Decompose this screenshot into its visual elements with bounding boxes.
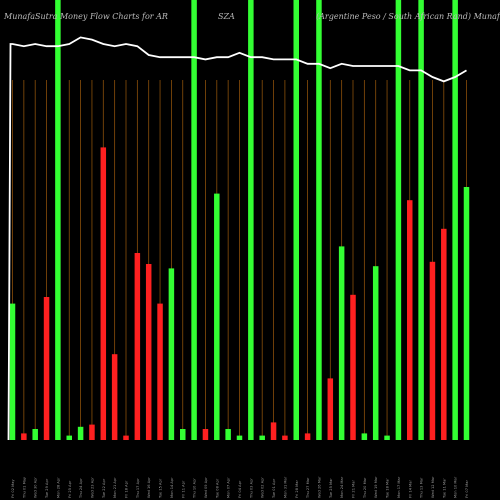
bar-17	[191, 0, 197, 440]
x-tick-label: Fri 21 Mar	[352, 480, 356, 498]
bar-3	[32, 429, 38, 440]
bar-13	[145, 264, 152, 440]
bar-26	[293, 0, 299, 440]
bar-19	[214, 193, 220, 440]
x-tick-label: Fri 02 May	[11, 479, 15, 498]
x-tick-label: Mon 31 Mar	[283, 476, 287, 498]
bar-6	[66, 435, 72, 440]
bar-28	[316, 0, 322, 440]
bar-33	[372, 266, 379, 440]
x-tick-label: Tue 01 Apr	[272, 478, 276, 499]
bar-12	[134, 253, 141, 440]
x-tick-label: Mon 24 Mar	[340, 476, 344, 498]
bar-27	[304, 433, 311, 440]
x-tick-label: Tue 08 Apr	[215, 478, 219, 499]
bar-36	[407, 200, 413, 440]
x-tick-label: Wed 23 Apr	[90, 477, 94, 498]
x-tick-label: Wed 30 Apr	[34, 477, 38, 498]
bar-35	[395, 0, 402, 440]
bar-30	[338, 246, 345, 440]
x-tick-label: Thu 24 Apr	[79, 478, 83, 499]
x-tick-label: Mon 14 Apr	[170, 477, 174, 498]
chart-title-mid: SZA	[218, 12, 235, 21]
x-tick-label: Thu 17 Apr	[136, 478, 140, 499]
x-tick-label: Tue 15 Apr	[159, 478, 163, 499]
bar-39	[441, 228, 447, 440]
chart-title-right: (Argentine Peso / South African Rand) Mu…	[316, 12, 500, 21]
chart-title-left: MunafaSutra Money Flow Charts for AR	[3, 12, 168, 21]
x-tick-label: Fri 04 Apr	[238, 480, 242, 498]
x-tick-label: Fri 18 Apr	[125, 480, 129, 498]
bar-5	[55, 0, 61, 440]
x-tick-label: Tue 22 Apr	[102, 478, 106, 499]
bar-37	[418, 0, 424, 440]
bar-41	[463, 187, 470, 440]
bar-11	[123, 435, 129, 440]
bar-15	[168, 268, 175, 440]
bar-38	[429, 261, 436, 440]
bar-34	[384, 435, 390, 440]
x-tick-label: Tue 25 Mar	[329, 478, 333, 499]
x-tick-label: Thu 03 Apr	[249, 478, 253, 499]
x-tick-label: Thu 01 May	[22, 476, 26, 499]
x-tick-label: Fri 28 Mar	[295, 480, 299, 498]
x-tick-label: Fri 14 Mar	[408, 480, 412, 498]
x-tick-label: Wed 12 Mar	[431, 476, 435, 498]
x-tick-label: Wed 09 Apr	[204, 477, 208, 498]
bar-20	[225, 429, 231, 440]
x-tick-label: Mon 28 Apr	[56, 477, 60, 498]
x-tick-label: Wed 26 Mar	[317, 476, 321, 498]
bar-25	[282, 435, 288, 440]
money-flow-line	[7, 36, 467, 441]
bar-24	[270, 422, 277, 440]
bar-16	[180, 429, 186, 440]
bar-22	[248, 0, 254, 440]
x-tick-label: Mon 21 Apr	[113, 477, 117, 498]
bar-18	[202, 429, 209, 440]
x-tick-label: Thu 27 Mar	[306, 477, 310, 499]
x-tick-label: Wed 16 Apr	[147, 477, 151, 498]
x-tick-label: Mon 07 Apr	[227, 477, 231, 498]
bar-40	[452, 0, 458, 440]
x-tick-label: Mon 17 Mar	[397, 476, 401, 498]
bar-21	[236, 435, 243, 440]
bar-layer	[9, 0, 470, 440]
x-tick-label: Fri 07 Mar	[465, 480, 469, 498]
x-tick-label: Thu 10 Apr	[193, 478, 197, 499]
tick-layer: Fri 02 May Thu 01 May Wed 30 Apr Tue 29 Apr…	[11, 476, 469, 499]
bar-31	[350, 294, 356, 440]
bar-1	[9, 303, 16, 440]
bar-32	[361, 433, 368, 440]
x-tick-label: Tue 18 Mar	[386, 478, 390, 499]
bar-8	[89, 424, 95, 440]
bar-2	[21, 433, 27, 440]
x-tick-label: Thu 20 Mar	[363, 477, 367, 499]
bar-10	[111, 354, 118, 440]
x-tick-label: Fri 25 Apr	[68, 480, 72, 498]
x-tick-label: Wed 19 Mar	[374, 476, 378, 498]
x-tick-label: Thu 13 Mar	[420, 477, 424, 499]
bar-7	[77, 426, 84, 440]
x-tick-label: Fri 11 Apr	[181, 480, 185, 498]
x-tick-label: Tue 29 Apr	[45, 478, 49, 499]
bar-29	[327, 378, 334, 440]
bar-23	[259, 435, 265, 440]
x-tick-label: Tue 11 Mar	[442, 478, 446, 499]
bar-4	[43, 297, 50, 440]
bar-9	[100, 147, 107, 440]
bar-14	[157, 303, 163, 440]
x-tick-label: Mon 10 Mar	[454, 476, 458, 498]
x-tick-label: Wed 02 Apr	[261, 477, 265, 498]
